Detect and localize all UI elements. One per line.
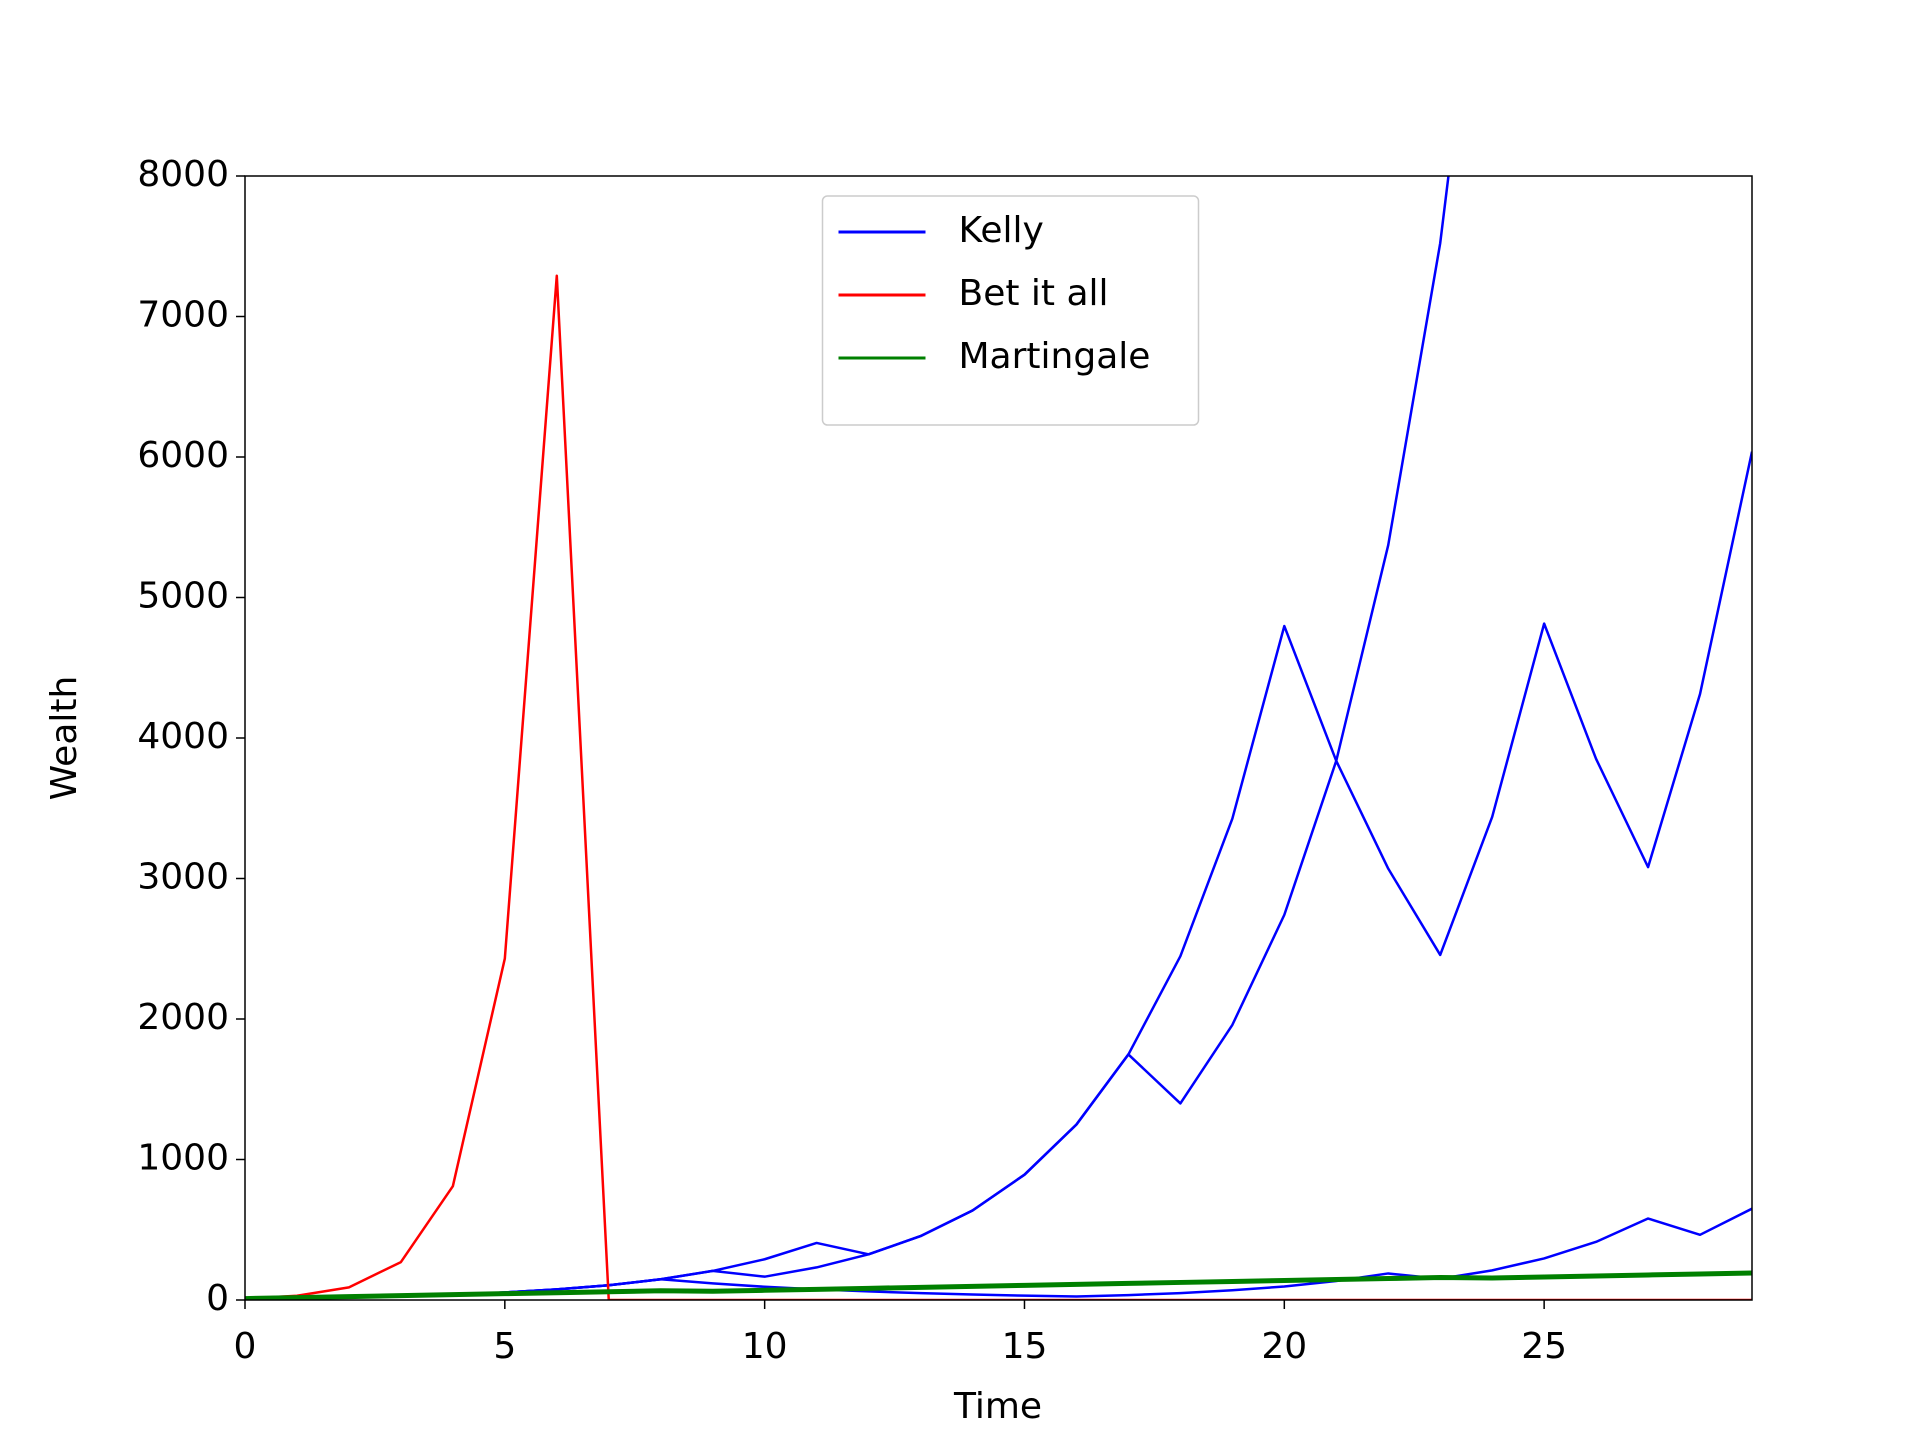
plot-frame [244, 175, 1753, 1301]
x-tick-label: 15 [1002, 1326, 1048, 1367]
y-tick-label: 4000 [137, 716, 229, 757]
series-line [245, 451, 1752, 1300]
y-tick-label: 0 [206, 1278, 229, 1319]
y-tick-label: 1000 [137, 1138, 229, 1179]
x-tick-label: 25 [1521, 1326, 1567, 1367]
y-tick-label: 6000 [137, 435, 229, 476]
legend-label: Bet it all [959, 273, 1109, 314]
x-tick-label: 20 [1261, 1326, 1307, 1367]
legend-label: Martingale [959, 336, 1151, 377]
y-tick-label: 8000 [137, 154, 229, 195]
y-tick-label: 5000 [137, 576, 229, 617]
x-tick-label: 0 [234, 1326, 257, 1367]
x-axis-label: Time [953, 1386, 1042, 1427]
x-tick-label: 10 [742, 1326, 788, 1367]
legend-box [821, 195, 1200, 426]
y-tick-label: 2000 [137, 997, 229, 1038]
x-tick-label: 5 [493, 1326, 516, 1367]
legend-label: Kelly [959, 210, 1044, 251]
plot-lines [245, 176, 1752, 1300]
series-line [245, 274, 1752, 1300]
y-tick-label: 7000 [137, 295, 229, 336]
series-line [245, 1270, 1752, 1300]
y-axis-label: Wealth [44, 676, 85, 801]
y-tick-label: 3000 [137, 857, 229, 898]
